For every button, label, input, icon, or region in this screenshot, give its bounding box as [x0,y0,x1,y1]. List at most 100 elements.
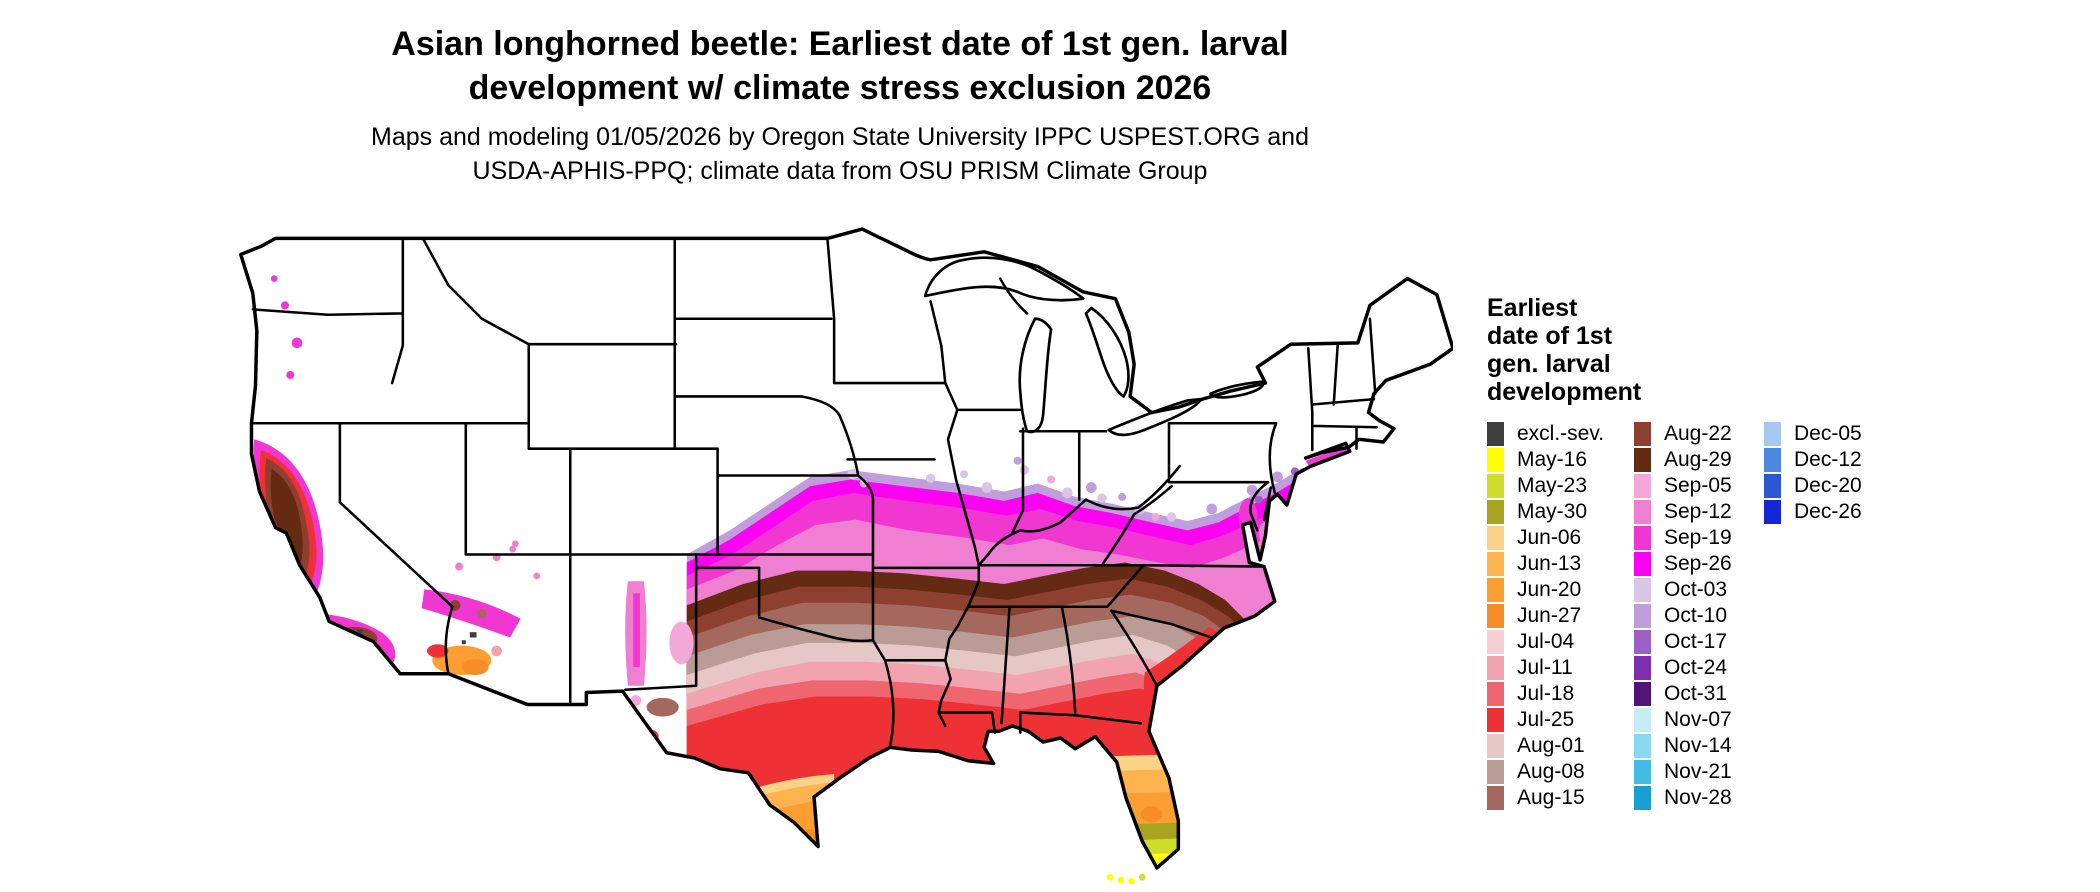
page-subtitle: Maps and modeling 01/05/2026 by Oregon S… [0,120,1680,188]
legend-item: Jul-25 [1487,707,1634,733]
legend-swatch [1487,448,1504,472]
legend-label: Oct-31 [1664,682,1728,705]
pnw-speck [280,301,289,310]
keys-dot [1128,877,1135,884]
oct03-speck [960,470,969,479]
legend-swatch [1764,500,1781,524]
legend-swatch [1487,734,1504,758]
ca-coast-dot [288,571,298,580]
subtitle-line-2: USDA-APHIS-PPQ; climate data from OSU PR… [472,157,1208,185]
pnw-speck [286,370,295,380]
florida-keys [1106,873,1146,884]
us-map [239,227,1453,884]
legend-item: May-30 [1487,499,1634,525]
oct10-speck [1272,471,1283,483]
legend-label: Aug-08 [1517,760,1585,783]
legend-item: Jul-18 [1487,681,1634,707]
region-fl-jun27 [1140,806,1163,823]
legend-column-2: Aug-22 Aug-29 Sep-05 Sep-12 Sep-19 Sep-26 Oct-… [1634,421,1764,811]
legend-item: Nov-07 [1634,707,1764,733]
legend-label: Aug-22 [1664,422,1732,445]
legend-item: Aug-01 [1487,733,1634,759]
keys-dot [1138,873,1146,881]
legend-swatch [1487,708,1504,732]
legend-item: Sep-12 [1634,499,1764,525]
legend-columns: excl.-sev. May-16 May-23 May-30 Jun-06 Jun-13… [1487,421,2047,811]
excl-sev-speck [357,629,363,634]
az-orange-deep [461,658,489,676]
legend-label: Jun-13 [1517,552,1582,575]
lake-michigan [1018,317,1053,434]
legend-label: Jul-04 [1517,630,1575,653]
legend-item: Jun-20 [1487,577,1634,603]
legend-item: Dec-20 [1764,473,1884,499]
legend-item: Oct-31 [1634,681,1764,707]
legend-label: Oct-03 [1664,578,1728,601]
legend-title-line: Earliest [1487,294,1578,322]
lake-superior [923,256,1085,302]
legend-title-line: date of 1st [1487,322,1613,350]
legend-swatch [1634,422,1651,446]
legend-item: Sep-19 [1634,525,1764,551]
legend-swatch [1634,786,1651,810]
pnw-speck [270,275,278,282]
legend-label: Nov-21 [1664,760,1732,783]
legend-label: May-16 [1517,448,1588,471]
legend-column-1: excl.-sev. May-16 May-23 May-30 Jun-06 Jun-13… [1487,421,1634,811]
legend-label: Oct-24 [1664,656,1728,679]
legend-item: excl.-sev. [1487,421,1634,447]
legend-label: Jun-27 [1517,604,1582,627]
legend-item: Dec-12 [1764,447,1884,473]
us-map-container [234,225,1453,884]
legend-item: Dec-26 [1764,499,1884,525]
legend-label: Nov-14 [1664,734,1732,757]
pnw-speck [291,337,303,349]
legend-label: Dec-26 [1794,500,1862,523]
legend-label: May-30 [1517,500,1588,523]
legend-label: Dec-20 [1794,474,1862,497]
west-speck [533,572,541,580]
nm-se-pink [669,621,694,665]
oct17-speck [1254,495,1263,504]
legend-swatch [1634,578,1651,602]
legend-item: Oct-10 [1634,603,1764,629]
nm-riogrande-core [633,593,640,668]
legend-item: Nov-21 [1634,759,1764,785]
oct03-speck [1019,465,1030,475]
legend-swatch [1634,708,1651,732]
legend-label: Nov-07 [1664,708,1732,731]
oct10-speck [1013,456,1022,465]
legend-swatch [1487,760,1504,784]
legend-title-line: development [1487,378,1642,406]
legend-swatch [1634,734,1651,758]
legend-label: Oct-10 [1664,604,1728,627]
legend-swatch [1487,630,1504,654]
sep05-speck [1151,512,1160,522]
ca-coast-dot [270,531,279,540]
legend-label: Jun-06 [1517,526,1582,549]
legend-label: Dec-12 [1794,448,1862,471]
legend-item: Aug-15 [1487,785,1634,811]
legend-item: Aug-29 [1634,447,1764,473]
legend-label: Jun-20 [1517,578,1582,601]
legend-swatch [1487,656,1504,680]
legend-item: Oct-03 [1634,577,1764,603]
legend-swatch [1634,526,1651,550]
west-speck [455,562,464,571]
legend-label: Jul-11 [1517,656,1573,679]
legend-label: Jul-25 [1517,708,1575,731]
page-title: Asian longhorned beetle: Earliest date o… [0,22,1680,110]
legend-swatch [1634,682,1651,706]
oct10-speck [1118,492,1127,501]
legend-item: Oct-17 [1634,629,1764,655]
legend-label: Sep-12 [1664,500,1732,523]
legend-item: Aug-22 [1634,421,1764,447]
legend-swatch [1634,656,1651,680]
legend-label: Aug-29 [1664,448,1732,471]
legend-item: Sep-05 [1634,473,1764,499]
oct03-speck [1166,512,1177,522]
legend-label: Dec-05 [1794,422,1862,445]
legend-swatch [1487,500,1504,524]
legend-swatch [1764,422,1781,446]
legend-item: Jun-13 [1487,551,1634,577]
